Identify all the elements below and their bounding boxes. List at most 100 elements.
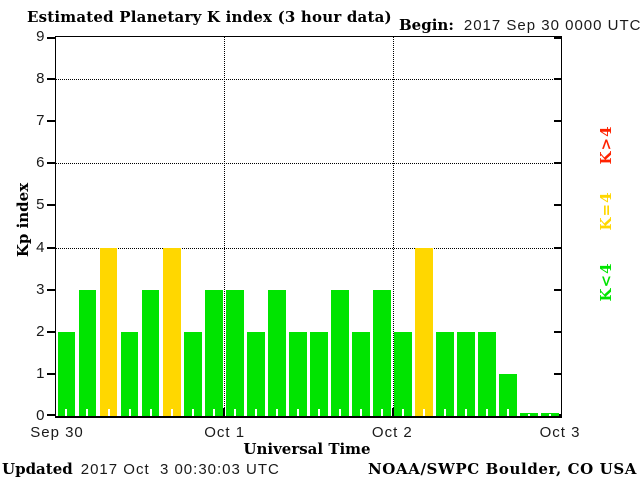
chart-title: Estimated Planetary K index (3 hour data… xyxy=(27,8,392,26)
y-tick-left xyxy=(47,372,55,375)
begin-time: Begin: 2017 Sep 30 0000 UTC xyxy=(399,16,640,34)
kp-bar xyxy=(457,331,476,416)
y-tick-left xyxy=(47,162,55,165)
x-tick-notch xyxy=(149,409,152,416)
kp-bar xyxy=(57,331,76,416)
x-tick-notch xyxy=(444,409,447,416)
x-tick-notch xyxy=(528,414,531,416)
y-tick-right xyxy=(554,246,561,249)
updated-value: 2017 Oct 3 00:30:03 UTC xyxy=(80,461,280,478)
y-tick-right xyxy=(554,162,561,165)
y-tick-right xyxy=(554,120,561,123)
x-tick-notch xyxy=(212,409,215,416)
y-tick-left xyxy=(47,204,55,207)
x-tick-notch xyxy=(317,409,320,416)
y-tick-label: 7 xyxy=(36,112,45,130)
y-tick-label: 9 xyxy=(36,28,45,45)
y-tick-label: 1 xyxy=(36,364,45,382)
updated-label: Updated xyxy=(2,460,73,478)
x-tick-notch xyxy=(86,409,89,416)
y-tick-left xyxy=(47,246,55,249)
kp-bar xyxy=(478,331,497,416)
gridline-y4 xyxy=(56,247,561,249)
y-tick-right xyxy=(554,37,561,39)
x-tick-notch xyxy=(191,409,194,416)
kp-bar xyxy=(310,331,328,416)
y-tick-label: 8 xyxy=(36,70,45,88)
legend-item: K=4 xyxy=(597,191,615,231)
source-credit: NOAA/SWPC Boulder, CO USA xyxy=(367,460,637,478)
kp-bar xyxy=(204,289,223,416)
day-boundary-line xyxy=(224,37,226,416)
x-axis-title: Universal Time xyxy=(243,440,371,458)
y-tick-label: 4 xyxy=(36,238,45,256)
y-tick-left xyxy=(47,78,55,81)
x-tick-label: Oct 3 xyxy=(539,424,581,441)
y-tick-right xyxy=(554,372,561,375)
gridline-y6 xyxy=(56,163,561,165)
kp-bar xyxy=(141,289,160,416)
kp-bar xyxy=(267,289,286,416)
x-tick-notch xyxy=(275,409,278,416)
x-tick-notch xyxy=(128,409,131,416)
y-tick-label: 6 xyxy=(36,154,45,172)
x-tick-notch xyxy=(465,409,468,416)
y-tick-right xyxy=(554,288,561,291)
day-tick xyxy=(391,408,394,416)
begin-label: Begin: xyxy=(399,16,454,34)
y-tick-left xyxy=(47,288,55,291)
kp-bar xyxy=(373,289,391,416)
kp-bar xyxy=(183,331,202,416)
x-tick-notch xyxy=(338,409,341,416)
y-tick-label: 5 xyxy=(36,196,45,214)
kp-bar xyxy=(415,247,434,416)
x-tick-notch xyxy=(381,409,384,416)
x-tick-notch xyxy=(170,409,173,416)
begin-value: 2017 Sep 30 0000 UTC xyxy=(463,17,640,34)
kp-bar xyxy=(288,331,307,416)
y-tick-left xyxy=(47,120,55,123)
y-tick-left xyxy=(47,414,55,416)
day-tick xyxy=(223,408,226,416)
x-tick-notch xyxy=(360,409,362,416)
kp-bar xyxy=(246,331,265,416)
day-boundary-line xyxy=(392,37,394,416)
kp-bar xyxy=(394,331,412,416)
y-tick-label: 3 xyxy=(36,280,45,298)
gridline-y8 xyxy=(56,79,561,81)
x-tick-label: Oct 2 xyxy=(371,424,413,441)
y-tick-right xyxy=(554,330,561,333)
kp-bar xyxy=(78,289,97,416)
plot-area: 0 1 2 3 4 5 6 7 8 9 xyxy=(36,28,562,424)
kp-bar xyxy=(331,289,349,416)
x-tick-notch xyxy=(549,414,552,416)
legend-item: K<4 xyxy=(597,262,615,302)
x-tick-notch xyxy=(402,409,405,416)
x-tick-notch xyxy=(233,409,236,416)
kp-bar xyxy=(162,247,181,416)
kp-bar xyxy=(352,331,370,416)
x-tick-notch xyxy=(254,409,257,416)
y-tick-label: 2 xyxy=(36,322,45,340)
kp-bar xyxy=(99,247,118,416)
kp-bar xyxy=(225,289,244,416)
y-tick-right xyxy=(554,78,561,81)
x-tick-label: Oct 1 xyxy=(204,424,246,441)
legend-item: K>4 xyxy=(597,125,615,165)
x-tick-notch xyxy=(507,409,510,416)
y-tick-label: 0 xyxy=(36,407,45,424)
x-tick-label: Sep 30 xyxy=(30,424,84,441)
x-tick-notch xyxy=(423,409,426,416)
y-tick-right xyxy=(554,204,561,207)
x-tick-notch xyxy=(65,409,68,416)
x-tick-notch xyxy=(296,409,299,416)
x-tick-notch xyxy=(486,409,489,416)
y-tick-left xyxy=(47,330,55,333)
kp-bar xyxy=(120,331,139,416)
updated-text: Updated 2017 Oct 3 00:30:03 UTC xyxy=(2,460,280,478)
y-tick-left xyxy=(47,37,55,39)
kp-bar xyxy=(499,373,518,416)
x-tick-notch xyxy=(107,409,110,416)
kp-bar xyxy=(436,331,455,416)
